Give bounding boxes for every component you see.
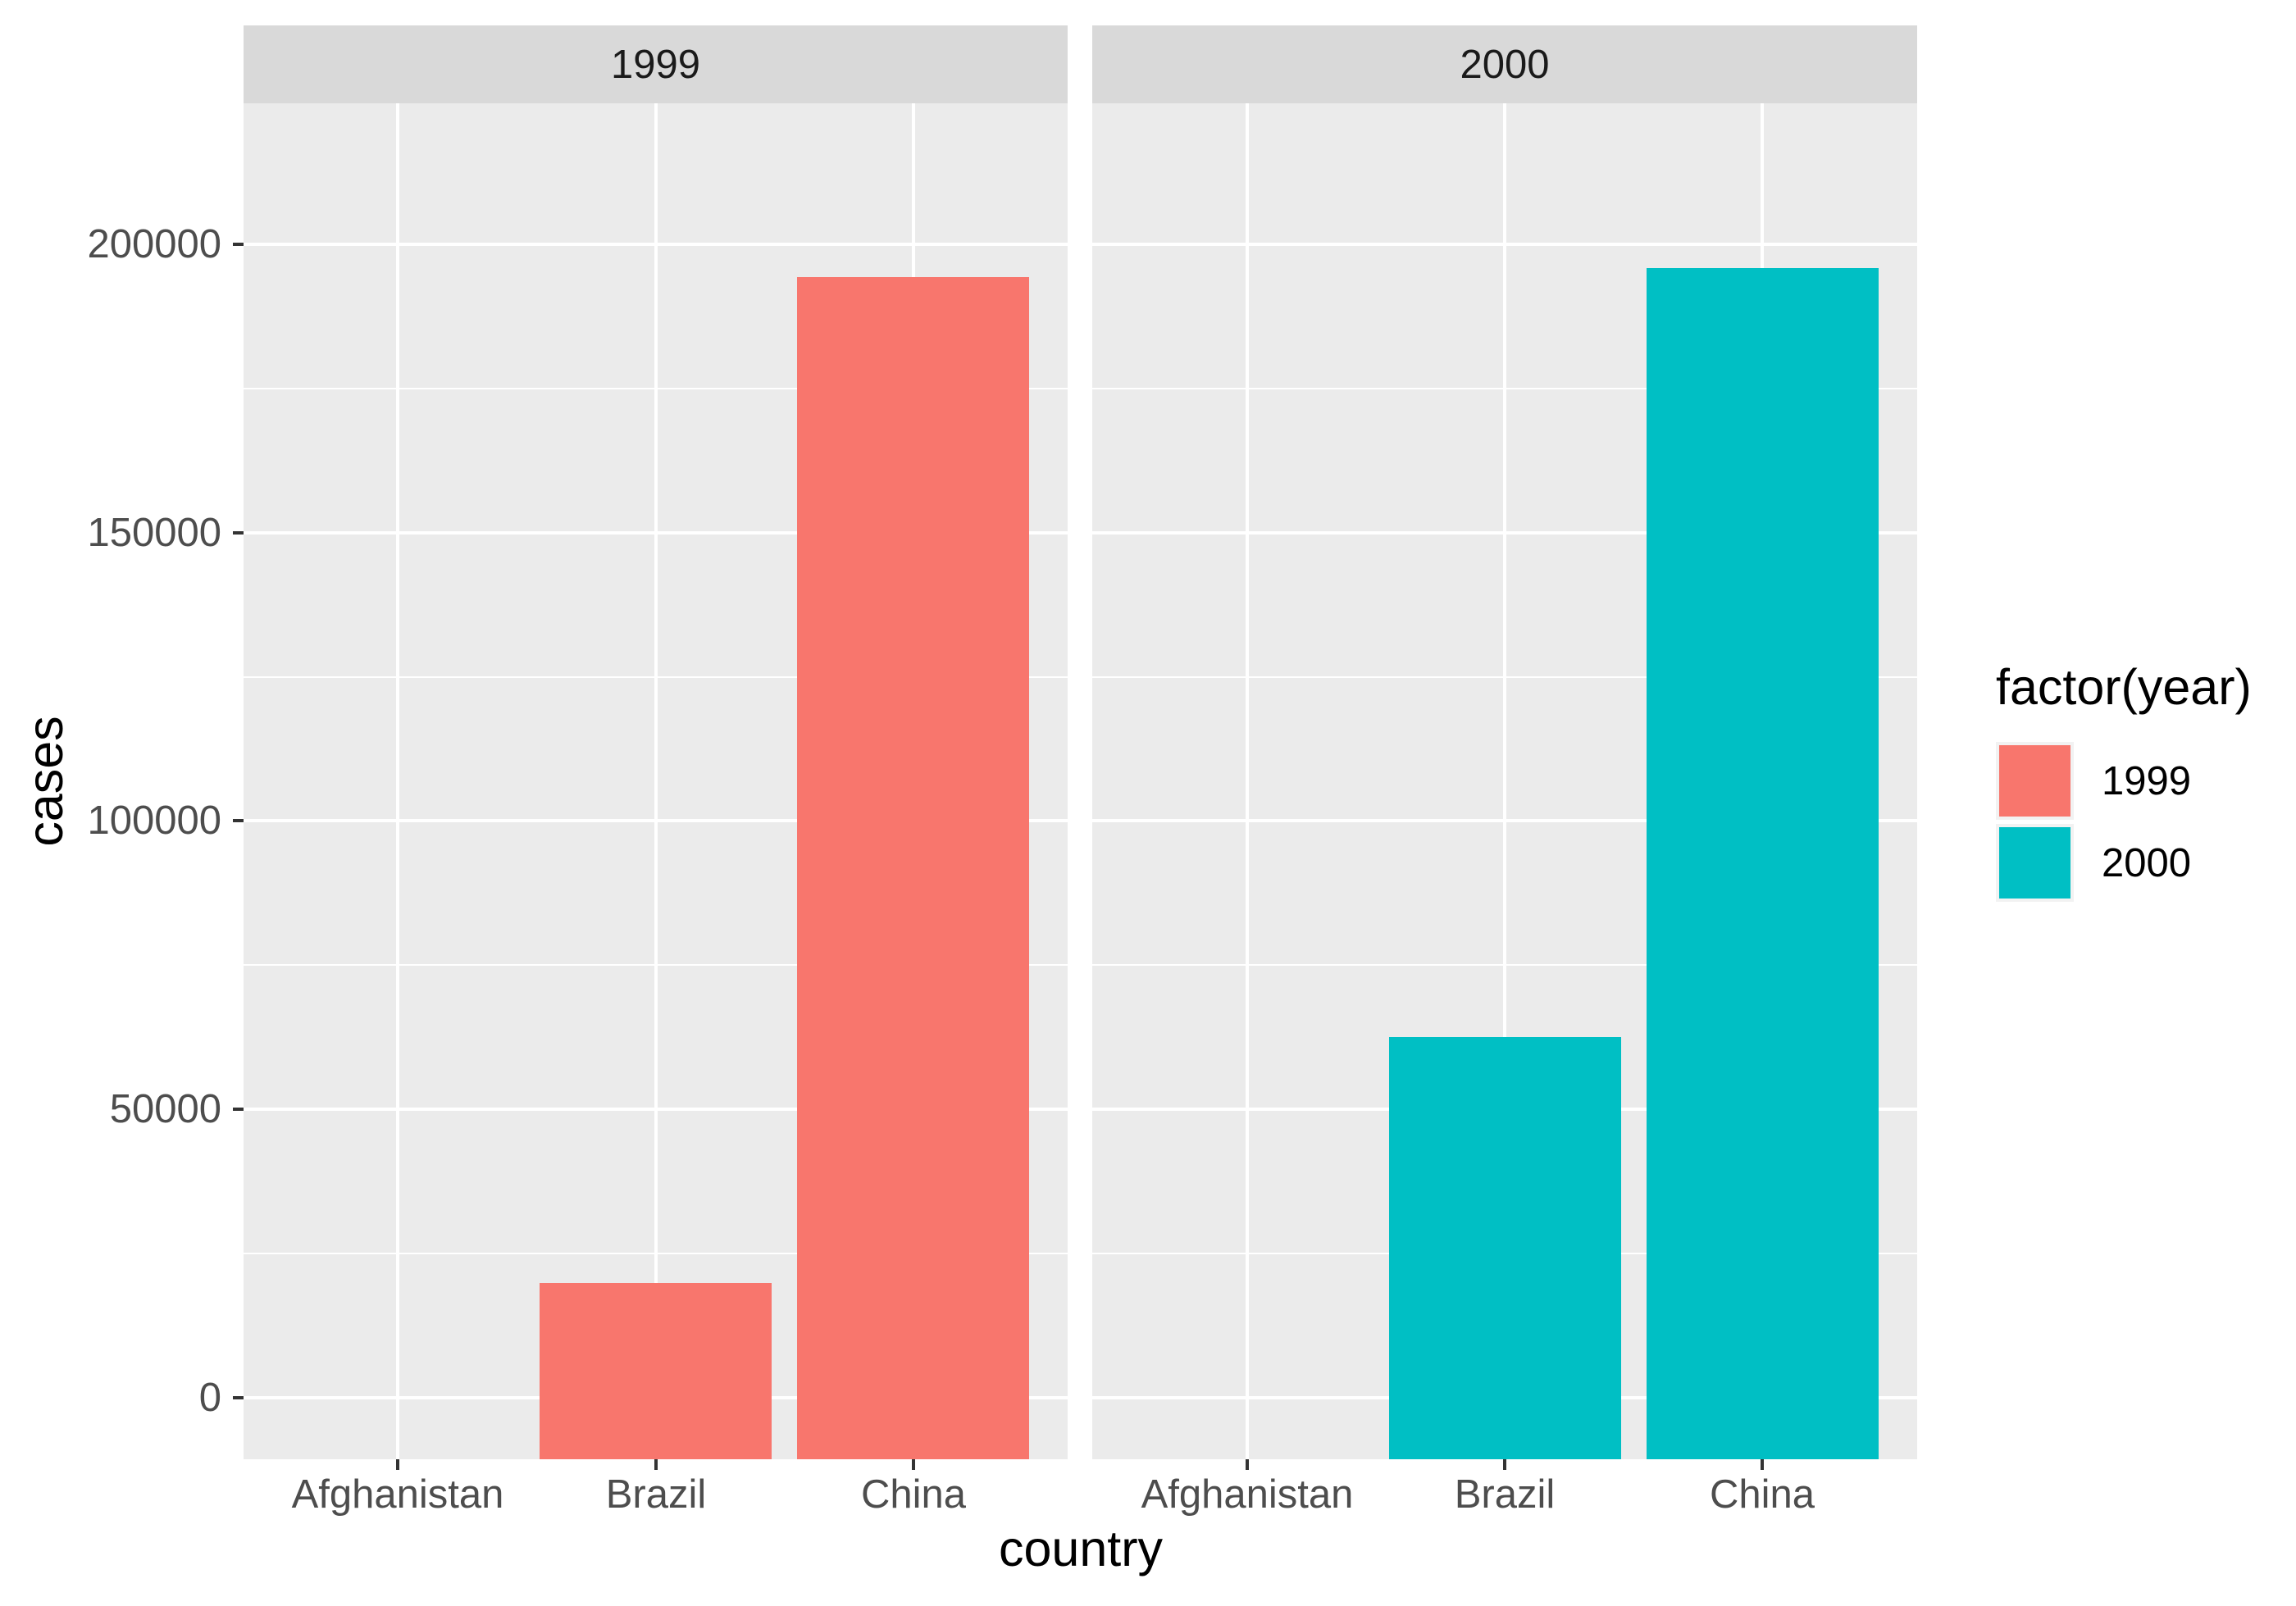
legend-entries: 1999 2000 <box>1996 742 2252 902</box>
x-axis-tick-label: Afghanistan <box>291 1472 504 1517</box>
x-axis-tick-label: Brazil <box>605 1472 707 1517</box>
legend: factor(year) 1999 2000 <box>1996 660 2252 906</box>
bar-brazil-2000 <box>1389 1037 1621 1459</box>
x-tick-mark <box>1246 1459 1249 1470</box>
legend-key <box>1996 824 2074 902</box>
gridline-x-major <box>1503 103 1506 1459</box>
y-axis-tick-label: 0 <box>198 1376 221 1420</box>
x-tick-mark <box>912 1459 915 1470</box>
y-tick-mark <box>233 243 244 246</box>
legend-entry-1999: 1999 <box>1996 742 2252 820</box>
legend-entry-label: 2000 <box>2102 840 2192 885</box>
legend-key <box>1996 742 2074 820</box>
legend-entry-2000: 2000 <box>1996 824 2252 902</box>
facet-strip-2000: 2000 <box>1092 25 1917 103</box>
facet-panel-2000 <box>1092 103 1917 1459</box>
x-axis-tick-label: Afghanistan <box>1141 1472 1354 1517</box>
legend-color-swatch <box>1999 745 2070 817</box>
y-tick-mark <box>233 819 244 822</box>
facet-strip-1999: 1999 <box>244 25 1068 103</box>
x-axis-tick-label: China <box>1709 1472 1815 1517</box>
facet-panel-1999 <box>244 103 1068 1459</box>
x-axis-title: country <box>998 1521 1164 1576</box>
y-axis-tick-label: 200000 <box>87 222 221 266</box>
legend-title: factor(year) <box>1996 659 2252 715</box>
legend-entry-label: 1999 <box>2102 758 2192 803</box>
y-axis-tick-label: 50000 <box>109 1087 221 1131</box>
y-tick-mark <box>233 1108 244 1111</box>
gridline-x-major <box>1246 103 1249 1459</box>
x-axis-tick-label: China <box>860 1472 967 1517</box>
y-tick-mark <box>233 1396 244 1399</box>
x-tick-mark <box>1761 1459 1764 1470</box>
x-tick-mark <box>396 1459 399 1470</box>
bar-china-1999 <box>797 277 1029 1459</box>
bar-brazil-1999 <box>540 1283 772 1459</box>
x-axis-tick-label: Brazil <box>1454 1472 1556 1517</box>
y-axis-tick-label: 150000 <box>87 511 221 555</box>
y-axis-tick-label: 100000 <box>87 798 221 843</box>
y-tick-mark <box>233 531 244 535</box>
gridline-x-major <box>654 103 658 1459</box>
x-tick-mark <box>654 1459 658 1470</box>
bar-china-2000 <box>1647 268 1879 1459</box>
gridline-x-major <box>396 103 399 1459</box>
legend-color-swatch <box>1999 827 2070 899</box>
facet-strip-label: 2000 <box>1460 42 1550 87</box>
x-tick-mark <box>1503 1459 1506 1470</box>
facet-strip-label: 1999 <box>610 42 700 87</box>
